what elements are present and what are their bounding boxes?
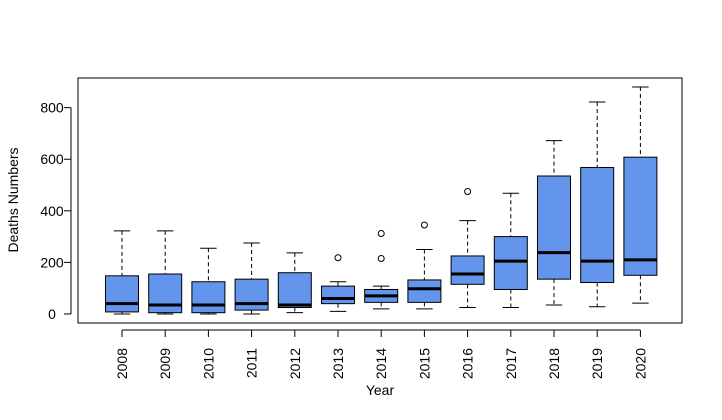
x-tick-label: 2015	[416, 348, 432, 379]
iqr-box	[277, 272, 312, 309]
x-tick-label: 2012	[287, 348, 303, 379]
outlier-point	[377, 255, 385, 263]
x-tick-label: 2019	[589, 348, 605, 379]
x-axis-title: Year	[366, 382, 395, 398]
y-tick-label: 0	[48, 306, 56, 322]
box-2018	[537, 140, 571, 306]
x-axis: 2008 2009 2010 2011 2012 2013 2014 2015 2016 2017…	[114, 329, 648, 379]
box-2015	[407, 221, 442, 310]
x-tick-label: 2008	[114, 348, 130, 379]
iqr-box	[105, 275, 139, 313]
x-tick-label: 2017	[503, 348, 519, 379]
plot-marks	[105, 86, 658, 315]
x-tick-label: 2011	[244, 348, 260, 378]
y-axis-title: Deaths Numbers	[5, 147, 21, 252]
iqr-box	[407, 279, 442, 303]
box-2012	[277, 252, 312, 314]
x-tick-label: 2014	[373, 348, 389, 379]
y-tick-label: 200	[40, 254, 64, 270]
x-tick-label: 2016	[460, 348, 476, 379]
iqr-box	[321, 285, 355, 305]
y-tick-label: 800	[40, 100, 64, 116]
outlier-point	[334, 254, 342, 262]
y-tick-label: 400	[40, 203, 64, 219]
x-tick-label: 2010	[200, 348, 216, 379]
iqr-box	[148, 273, 183, 314]
box-2011	[234, 242, 269, 315]
iqr-box	[623, 156, 658, 276]
box-2019	[580, 101, 615, 308]
outlier-point	[464, 187, 472, 195]
plot-frame	[77, 77, 683, 324]
iqr-box	[537, 175, 571, 280]
outlier-point	[377, 230, 385, 238]
box-2009	[148, 230, 183, 315]
iqr-box	[234, 278, 269, 311]
iqr-box	[191, 281, 226, 314]
box-2017	[493, 192, 528, 309]
x-tick-label: 2013	[330, 348, 346, 379]
iqr-box	[493, 236, 528, 290]
box-2020	[623, 86, 658, 304]
box-2008	[105, 230, 139, 315]
box-2014	[364, 230, 399, 310]
x-tick-label: 2018	[546, 348, 562, 379]
box-2016	[450, 187, 485, 309]
outlier-point	[420, 221, 428, 229]
x-tick-label: 2020	[632, 348, 648, 379]
iqr-box	[450, 255, 485, 285]
iqr-box	[580, 166, 615, 284]
x-tick-label: 2009	[157, 348, 173, 379]
box-2013	[321, 254, 355, 312]
box-2010	[191, 247, 226, 315]
y-axis: 0 200 400 600 800	[40, 100, 72, 322]
y-tick-label: 600	[40, 151, 64, 167]
